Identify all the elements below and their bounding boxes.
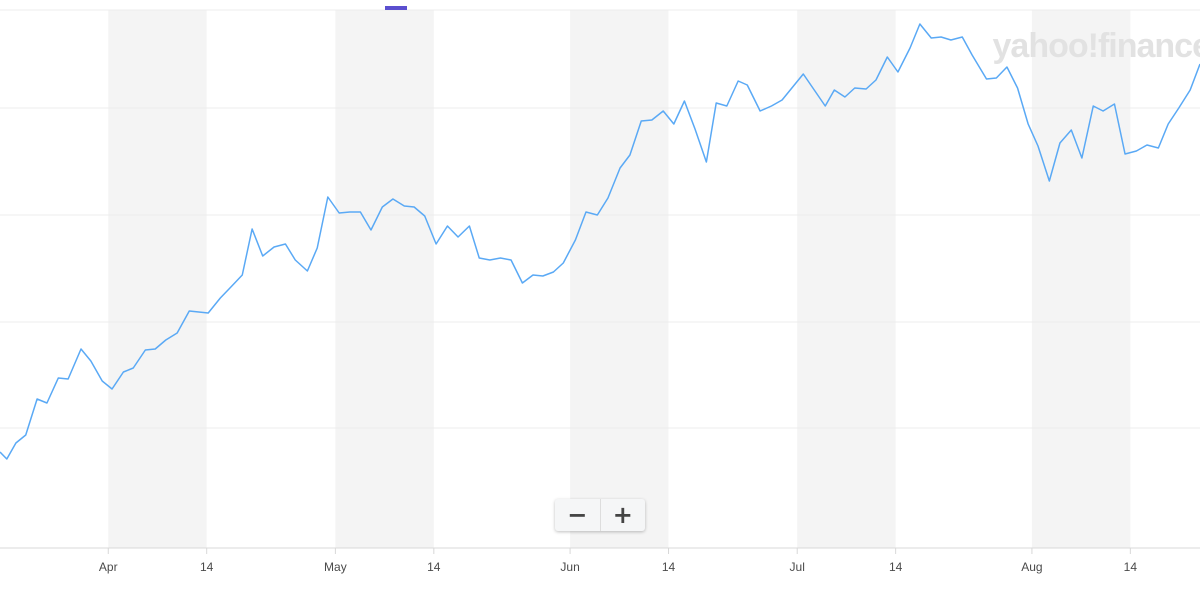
x-tick-label: 14 (662, 560, 676, 574)
x-tick-label: Apr (99, 560, 118, 574)
month-band (108, 10, 207, 548)
month-band (335, 10, 434, 548)
month-band (570, 10, 669, 548)
month-band (797, 10, 896, 548)
x-tick-label: 14 (200, 560, 214, 574)
price-line (0, 23, 1200, 460)
zoom-controls: − + (555, 499, 645, 531)
watermark: yahoo!finance (993, 27, 1200, 65)
x-tick-label: May (324, 560, 347, 574)
x-tick-label: Jun (560, 560, 579, 574)
zoom-out-button[interactable]: − (555, 499, 600, 531)
tab-indicator (385, 6, 407, 10)
x-tick-label: 14 (427, 560, 441, 574)
x-tick-label: Jul (790, 560, 805, 574)
x-tick-label: Aug (1021, 560, 1042, 574)
month-band (1031, 10, 1131, 548)
x-tick-label: 14 (1124, 560, 1138, 574)
x-tick-label: 14 (889, 560, 903, 574)
zoom-in-button[interactable]: + (599, 499, 646, 531)
